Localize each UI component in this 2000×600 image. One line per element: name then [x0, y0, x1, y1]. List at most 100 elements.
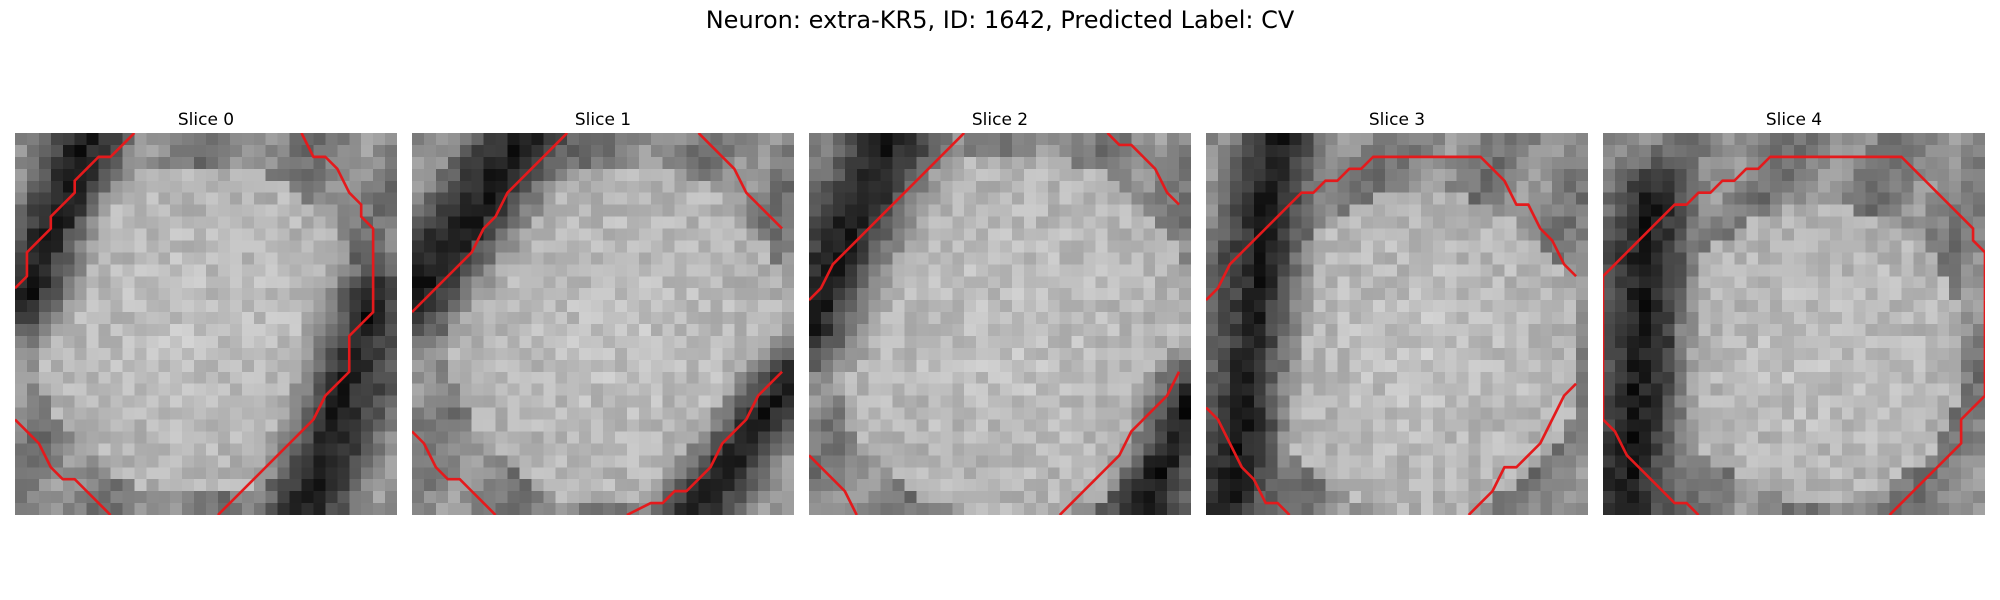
image-pixel — [1961, 288, 1974, 301]
image-pixel — [809, 192, 822, 205]
image-pixel — [182, 407, 195, 420]
image-pixel — [746, 455, 759, 468]
image-pixel — [1805, 144, 1819, 158]
image-pixel — [158, 503, 171, 515]
image-pixel — [1277, 228, 1290, 241]
image-pixel — [1373, 443, 1386, 456]
image-pixel — [638, 133, 651, 146]
image-pixel — [1674, 431, 1687, 444]
image-pixel — [1782, 324, 1795, 337]
image-pixel — [110, 264, 123, 277]
image-pixel — [1408, 371, 1422, 384]
image-pixel — [952, 264, 965, 277]
image-pixel — [277, 228, 290, 241]
image-pixel — [1829, 419, 1842, 432]
image-pixel — [146, 419, 159, 432]
image-pixel — [1877, 407, 1890, 420]
image-pixel — [1961, 156, 1974, 170]
image-pixel — [62, 180, 75, 193]
image-pixel — [916, 216, 929, 229]
image-pixel — [1626, 324, 1640, 337]
slice-image — [1603, 133, 1985, 515]
image-pixel — [1408, 335, 1422, 349]
image-pixel — [964, 204, 977, 217]
image-pixel — [337, 347, 350, 361]
image-pixel — [1265, 503, 1278, 515]
image-pixel — [1131, 240, 1144, 253]
image-pixel — [1552, 324, 1565, 337]
image-pixel — [1131, 252, 1144, 265]
image-pixel — [555, 455, 568, 468]
image-pixel — [337, 419, 350, 432]
image-pixel — [313, 359, 326, 372]
image-pixel — [217, 144, 231, 158]
image-pixel — [758, 443, 771, 456]
image-pixel — [241, 168, 254, 181]
image-pixel — [1444, 252, 1457, 265]
image-pixel — [1841, 300, 1854, 313]
image-pixel — [1119, 395, 1132, 408]
image-pixel — [1179, 312, 1191, 325]
image-pixel — [1626, 419, 1640, 432]
image-pixel — [1480, 431, 1493, 444]
image-pixel — [1217, 252, 1231, 265]
image-pixel — [471, 300, 484, 313]
image-pixel — [1770, 228, 1783, 241]
image-pixel — [1179, 335, 1191, 349]
image-pixel — [15, 395, 28, 408]
image-pixel — [1444, 276, 1457, 289]
image-pixel — [337, 300, 350, 313]
image-pixel — [289, 503, 302, 515]
image-pixel — [626, 276, 640, 289]
image-pixel — [86, 252, 99, 265]
image-pixel — [26, 383, 40, 396]
image-pixel — [265, 252, 278, 265]
image-pixel — [1516, 168, 1529, 181]
image-pixel — [50, 419, 63, 432]
image-pixel — [904, 395, 917, 408]
image-pixel — [1047, 252, 1060, 265]
image-pixel — [746, 228, 759, 241]
image-pixel — [844, 192, 857, 205]
image-pixel — [638, 407, 651, 420]
image-pixel — [1397, 467, 1410, 480]
image-pixel — [1674, 312, 1687, 325]
image-pixel — [62, 168, 75, 181]
image-pixel — [1325, 491, 1338, 504]
image-pixel — [435, 168, 449, 181]
image-pixel — [134, 144, 147, 158]
image-pixel — [423, 300, 437, 313]
image-pixel — [782, 359, 794, 372]
image-pixel — [182, 431, 195, 444]
image-pixel — [435, 133, 449, 146]
image-pixel — [674, 371, 687, 384]
segmentation-contour — [412, 430, 497, 515]
image-pixel — [423, 192, 437, 205]
image-pixel — [1179, 204, 1191, 217]
image-pixel — [722, 216, 735, 229]
image-pixel — [686, 347, 699, 361]
image-pixel — [277, 407, 290, 420]
image-pixel — [1540, 491, 1553, 504]
image-pixel — [495, 479, 508, 492]
image-pixel — [1325, 276, 1338, 289]
image-pixel — [483, 479, 496, 492]
image-pixel — [916, 503, 929, 515]
image-pixel — [253, 479, 266, 492]
image-pixel — [1059, 431, 1072, 444]
image-pixel — [758, 335, 771, 349]
image-pixel — [412, 252, 425, 265]
image-pixel — [170, 156, 183, 170]
image-pixel — [1758, 419, 1771, 432]
image-pixel — [1000, 395, 1013, 408]
image-pixel — [674, 419, 687, 432]
image-pixel — [1361, 300, 1374, 313]
image-pixel — [1516, 395, 1529, 408]
image-pixel — [916, 204, 929, 217]
image-pixel — [1206, 180, 1219, 193]
image-pixel — [98, 252, 111, 265]
image-pixel — [1420, 503, 1434, 515]
image-pixel — [1492, 335, 1505, 349]
image-pixel — [1313, 252, 1326, 265]
image-pixel — [964, 252, 977, 265]
